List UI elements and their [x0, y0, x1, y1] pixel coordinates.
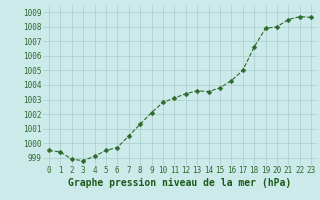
- X-axis label: Graphe pression niveau de la mer (hPa): Graphe pression niveau de la mer (hPa): [68, 178, 292, 188]
